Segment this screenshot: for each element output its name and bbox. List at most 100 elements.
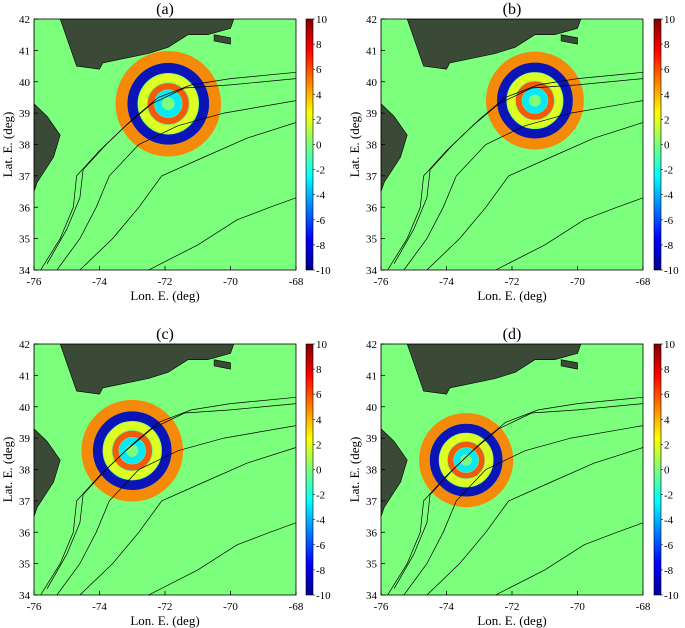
wave-ring-2 bbox=[429, 423, 503, 497]
colorbar-tick-label: -10 bbox=[316, 590, 331, 602]
y-tick-label: 37 bbox=[19, 496, 31, 508]
y-tick-label: 36 bbox=[19, 202, 31, 214]
colorbar-tick-label: 8 bbox=[664, 364, 670, 376]
colorbar-tick-label: -10 bbox=[664, 265, 679, 277]
colorbar-tick-label: 0 bbox=[316, 140, 322, 152]
colorbar-tick-label: 8 bbox=[316, 364, 322, 376]
isobath-contour-2 bbox=[40, 403, 296, 595]
x-tick-label: -72 bbox=[505, 276, 520, 288]
y-tick-label: 40 bbox=[366, 77, 378, 89]
y-axis-label: Lat. E. (deg) bbox=[347, 437, 362, 503]
colorbar-tick-label: 2 bbox=[664, 439, 670, 451]
plot-area bbox=[381, 19, 643, 270]
x-tick-label: -74 bbox=[92, 601, 107, 613]
x-axis-label: Lon. E. (deg) bbox=[477, 288, 546, 303]
y-tick-label: 35 bbox=[366, 234, 378, 246]
colorbar-tick-label: -6 bbox=[316, 540, 326, 552]
x-tick-label: -74 bbox=[92, 276, 107, 288]
x-tick-label: -72 bbox=[158, 276, 173, 288]
land-2 bbox=[406, 19, 582, 70]
y-tick-label: 34 bbox=[366, 590, 378, 602]
y-tick-label: 39 bbox=[366, 108, 378, 120]
colorbar: 10 8 6 4 2 0 -2 -4 -6 -8 -10 bbox=[305, 339, 331, 602]
colorbar-tick-label: 0 bbox=[664, 465, 670, 477]
y-tick-label: 35 bbox=[366, 559, 378, 571]
colorbar-tick-label: 10 bbox=[316, 339, 328, 351]
wave-ring-3 bbox=[138, 73, 199, 134]
x-tick-label: -68 bbox=[636, 601, 651, 613]
y-tick-label: 34 bbox=[19, 265, 31, 277]
y-tick-label: 34 bbox=[366, 265, 378, 277]
land-1 bbox=[381, 344, 408, 517]
x-tick-label: -74 bbox=[439, 276, 454, 288]
land-3 bbox=[213, 359, 231, 370]
y-tick-label: 39 bbox=[19, 433, 31, 445]
wave-ring-2 bbox=[127, 62, 210, 145]
wave-ring-2 bbox=[92, 411, 172, 491]
isobath-contour-3 bbox=[403, 425, 643, 595]
colorbar-tick-label: -2 bbox=[316, 165, 325, 177]
panel-title: (a) bbox=[156, 1, 174, 18]
x-tick-label: -76 bbox=[27, 601, 42, 613]
colorbar-tick-label: -4 bbox=[664, 515, 674, 527]
wave-ring-4 bbox=[447, 441, 485, 479]
y-tick-label: 41 bbox=[19, 370, 30, 382]
wave-ring-5 bbox=[453, 447, 479, 473]
isobath-contour-2 bbox=[40, 78, 296, 270]
colorbar-tick-label: -8 bbox=[316, 565, 326, 577]
colorbar-tick-label: 4 bbox=[664, 89, 670, 101]
wave-ring-5 bbox=[522, 87, 548, 114]
x-tick-label: -76 bbox=[27, 276, 42, 288]
colorbar-tick-label: 4 bbox=[316, 414, 322, 426]
y-tick-label: 37 bbox=[19, 171, 31, 183]
y-tick-label: 36 bbox=[366, 202, 378, 214]
x-tick-label: -72 bbox=[158, 601, 173, 613]
colorbar-tick-label: -4 bbox=[316, 515, 326, 527]
y-tick-label: 38 bbox=[366, 140, 378, 152]
isobath-contour-5 bbox=[148, 522, 296, 595]
wave-ring-1 bbox=[485, 51, 584, 150]
land-1 bbox=[381, 19, 408, 192]
x-tick-label: -68 bbox=[289, 276, 304, 288]
x-tick-label: -70 bbox=[223, 601, 238, 613]
colorbar-gradient bbox=[653, 343, 662, 596]
y-tick-label: 36 bbox=[19, 527, 31, 539]
wave-ring-3 bbox=[507, 72, 563, 129]
colorbar-tick-label: -4 bbox=[664, 190, 674, 202]
y-axis-label: Lat. E. (deg) bbox=[0, 437, 15, 503]
y-tick-label: 39 bbox=[366, 433, 378, 445]
y-tick-label: 40 bbox=[366, 402, 378, 414]
colorbar-tick-label: -8 bbox=[316, 240, 326, 252]
colorbar-tick-label: 8 bbox=[664, 39, 670, 51]
colorbar-tick-label: 2 bbox=[316, 114, 322, 126]
y-axis-label: Lat. E. (deg) bbox=[347, 112, 362, 178]
y-tick-label: 38 bbox=[366, 465, 378, 477]
x-tick-label: -70 bbox=[570, 276, 585, 288]
y-tick-label: 41 bbox=[366, 45, 377, 57]
colorbar-tick-label: -2 bbox=[664, 490, 673, 502]
y-tick-label: 40 bbox=[19, 402, 31, 414]
colorbar-tick-label: 4 bbox=[316, 89, 322, 101]
colorbar-tick-label: 6 bbox=[316, 389, 322, 401]
wave-ring-1 bbox=[419, 412, 514, 508]
colorbar-tick-label: -8 bbox=[664, 565, 674, 577]
land-2 bbox=[59, 19, 235, 70]
isobath-contour-2 bbox=[387, 403, 643, 595]
colorbar: 10 8 6 4 2 0 -2 -4 -6 -8 -10 bbox=[305, 14, 331, 277]
x-tick-label: -72 bbox=[505, 601, 520, 613]
colorbar-gradient bbox=[305, 343, 314, 596]
colorbar-tick-label: -4 bbox=[316, 190, 326, 202]
y-tick-label: 42 bbox=[366, 14, 377, 26]
colorbar-tick-label: 0 bbox=[664, 140, 670, 152]
land-3 bbox=[560, 34, 578, 45]
y-tick-label: 42 bbox=[366, 339, 377, 351]
isobath-contour-4 bbox=[79, 122, 296, 270]
isobath-contour-3 bbox=[56, 425, 296, 595]
x-tick-label: -68 bbox=[636, 276, 651, 288]
colorbar-tick-label: 2 bbox=[316, 439, 322, 451]
isobath-contour-4 bbox=[426, 447, 643, 595]
isobath-contour-5 bbox=[495, 197, 643, 270]
x-axis-label: Lon. E. (deg) bbox=[130, 613, 199, 628]
colorbar-tick-label: 10 bbox=[316, 14, 328, 26]
